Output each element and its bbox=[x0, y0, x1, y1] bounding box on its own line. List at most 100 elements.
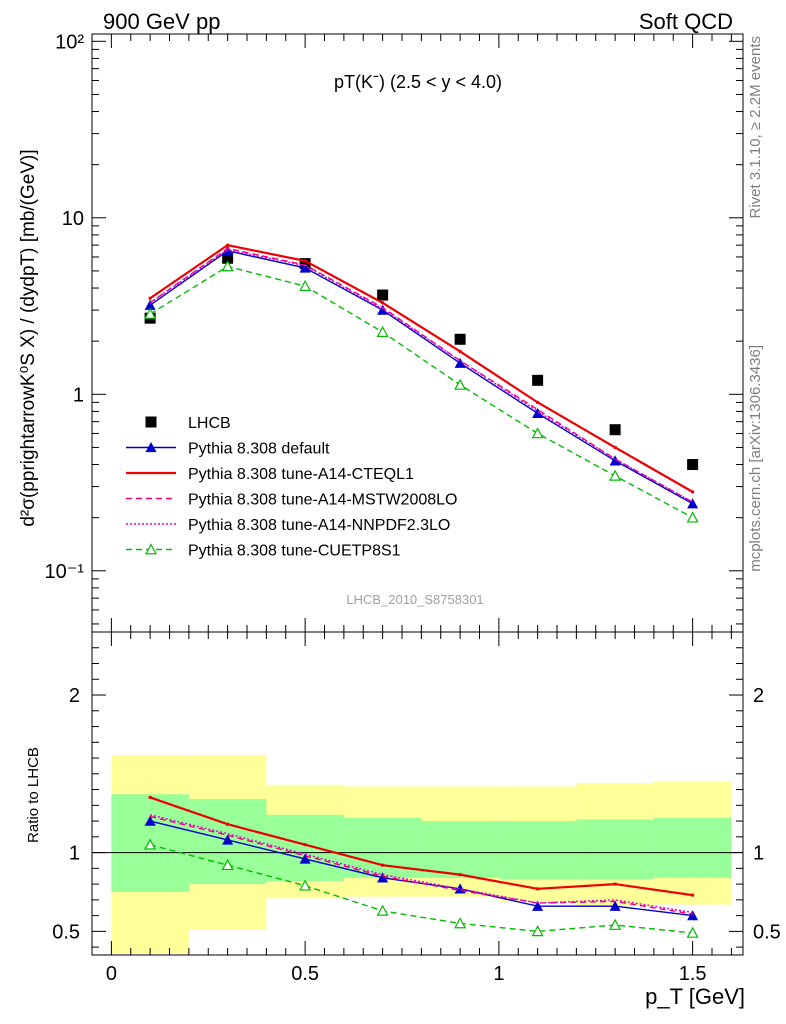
header-right: Soft QCD bbox=[639, 9, 733, 34]
marker-cuetp8s1-ratio bbox=[221, 858, 234, 871]
legend-marker bbox=[145, 416, 157, 428]
marker-cuetp8s1-main bbox=[299, 279, 312, 291]
ratio-band-green bbox=[421, 821, 499, 878]
ratio-frame bbox=[91, 631, 744, 956]
rivet-label: Rivet 3.1.10, ≥ 2.2M events bbox=[747, 36, 764, 219]
marker-default-ratio bbox=[687, 910, 699, 921]
legend-label: Pythia 8.308 tune-A14-NNPDF2.3LO bbox=[188, 517, 450, 534]
marker-cuetp8s1-main bbox=[531, 427, 544, 439]
marker-cuetp8s1-ratio bbox=[299, 879, 312, 891]
marker-cuetp8s1-ratio bbox=[531, 925, 544, 937]
marker-cteql1-main bbox=[303, 259, 307, 263]
marker-cteql1-main bbox=[458, 349, 462, 353]
x-axis-label: p_T [GeV] bbox=[645, 984, 745, 1009]
marker-cteql1-ratio bbox=[458, 873, 462, 877]
marker-cuetp8s1-main bbox=[686, 511, 699, 523]
legend-item: Pythia 8.308 default bbox=[126, 441, 330, 458]
y-tick-label-ratio-right: 0.5 bbox=[753, 921, 781, 943]
series-line-main bbox=[149, 248, 693, 503]
y-tick-label-ratio-right: 1 bbox=[753, 843, 764, 865]
marker-cteql1-main bbox=[691, 490, 695, 494]
y-tick-label-main: 10² bbox=[55, 31, 84, 53]
main-panel: 10⁻¹ 1 10 10² LHCB Pythia 8.308 default Pythia… bbox=[45, 31, 744, 633]
marker-default-main bbox=[144, 299, 156, 310]
marker-cuetp8s1-ratio bbox=[609, 918, 622, 930]
data-point-lhcb bbox=[222, 252, 234, 264]
x-tick-label: 0 bbox=[106, 963, 117, 985]
marker-default-main bbox=[687, 498, 699, 509]
marker-default-main bbox=[377, 304, 389, 315]
marker-cuetp8s1-main bbox=[376, 325, 389, 337]
series-line-ratio bbox=[149, 796, 693, 897]
marker-default-ratio bbox=[377, 872, 389, 883]
marker-cteql1-ratio bbox=[226, 822, 230, 826]
x-tick-label: 1.5 bbox=[679, 963, 707, 985]
marker-default-main bbox=[532, 407, 544, 419]
marker-cteql1-ratio bbox=[381, 863, 385, 867]
legend-label: Pythia 8.308 tune-A14-CTEQL1 bbox=[188, 466, 414, 483]
marker-default-ratio bbox=[144, 815, 156, 826]
data-point-lhcb bbox=[532, 374, 544, 386]
legend-label: LHCB bbox=[188, 415, 231, 432]
marker-cteql1-main bbox=[226, 243, 230, 247]
y-tick-label-main: 10⁻¹ bbox=[45, 561, 85, 583]
y-tick-label-ratio: 0.5 bbox=[52, 921, 80, 943]
legend-item: Pythia 8.308 tune-A14-NNPDF2.3LO bbox=[126, 517, 450, 534]
marker-cuetp8s1-main bbox=[454, 378, 467, 390]
legend-marker bbox=[145, 442, 157, 453]
data-point-lhcb bbox=[454, 333, 466, 345]
y-tick-label-ratio-right: 2 bbox=[753, 685, 764, 707]
marker-cteql1-main bbox=[536, 400, 540, 404]
series-line-ratio bbox=[149, 814, 693, 914]
legend-item: Pythia 8.308 tune-A14-CTEQL1 bbox=[126, 466, 414, 483]
series-line-ratio bbox=[149, 844, 693, 934]
y-tick-label-main: 1 bbox=[73, 384, 84, 406]
data-point-lhcb bbox=[687, 459, 699, 471]
marker-cuetp8s1-main bbox=[144, 307, 157, 319]
marker-cteql1-ratio bbox=[536, 887, 540, 891]
marker-cteql1-main bbox=[613, 445, 617, 449]
marker-default-main bbox=[609, 455, 621, 466]
main-y-axis-label: d²σ(pprightarrowK⁰S X) / (dydpT) [mb/(Ge… bbox=[18, 149, 39, 526]
marker-default-ratio bbox=[222, 834, 234, 845]
marker-default-main bbox=[454, 357, 466, 368]
marker-cteql1-ratio bbox=[303, 843, 307, 847]
y-tick-label-ratio: 2 bbox=[69, 685, 80, 707]
marker-default-ratio bbox=[299, 853, 311, 864]
series-line-main bbox=[149, 243, 694, 493]
marker-cteql1-ratio bbox=[148, 795, 152, 799]
legend-item: Pythia 8.308 tune-A14-MSTW2008LO bbox=[126, 492, 457, 509]
marker-cuetp8s1-ratio bbox=[686, 926, 699, 938]
legend-label: Pythia 8.308 default bbox=[188, 441, 330, 458]
marker-cteql1-main bbox=[148, 296, 152, 300]
ratio-y-axis-label: Ratio to LHCB bbox=[25, 747, 42, 843]
marker-default-ratio bbox=[609, 900, 621, 911]
marker-default-ratio bbox=[532, 900, 544, 911]
legend-label: Pythia 8.308 tune-CUETP8S1 bbox=[188, 543, 401, 560]
header-left: 900 GeV pp bbox=[103, 9, 220, 34]
legend-item: LHCB bbox=[145, 415, 231, 432]
legend-label: Pythia 8.308 tune-A14-MSTW2008LO bbox=[188, 492, 457, 509]
series-line-main bbox=[149, 265, 693, 519]
marker-cuetp8s1-ratio bbox=[144, 838, 157, 850]
marker-cuetp8s1-ratio bbox=[376, 904, 389, 916]
x-tick-label: 1 bbox=[493, 963, 504, 985]
marker-cteql1-ratio bbox=[613, 882, 617, 886]
data-point-lhcb bbox=[609, 424, 621, 436]
series-line-ratio bbox=[149, 820, 693, 917]
marker-cteql1-ratio bbox=[691, 893, 695, 897]
marker-default-main bbox=[299, 262, 311, 273]
series-line-main bbox=[149, 247, 693, 503]
ratio-band-green bbox=[498, 821, 577, 880]
mcplots-label: mcplots.cern.ch [arXiv:1306.3436] bbox=[747, 345, 764, 572]
legend-item: Pythia 8.308 tune-CUETP8S1 bbox=[126, 543, 401, 560]
ratio-band-green bbox=[653, 817, 732, 878]
main-title: pT(Kˉ) (2.5 < y < 4.0) bbox=[334, 72, 502, 92]
y-tick-label-ratio: 1 bbox=[69, 843, 80, 865]
marker-cteql1-main bbox=[381, 301, 385, 305]
data-point-lhcb bbox=[377, 289, 389, 301]
legend-marker bbox=[144, 543, 158, 555]
ratio-band-green bbox=[576, 819, 654, 880]
y-tick-label-main: 10 bbox=[62, 208, 84, 230]
